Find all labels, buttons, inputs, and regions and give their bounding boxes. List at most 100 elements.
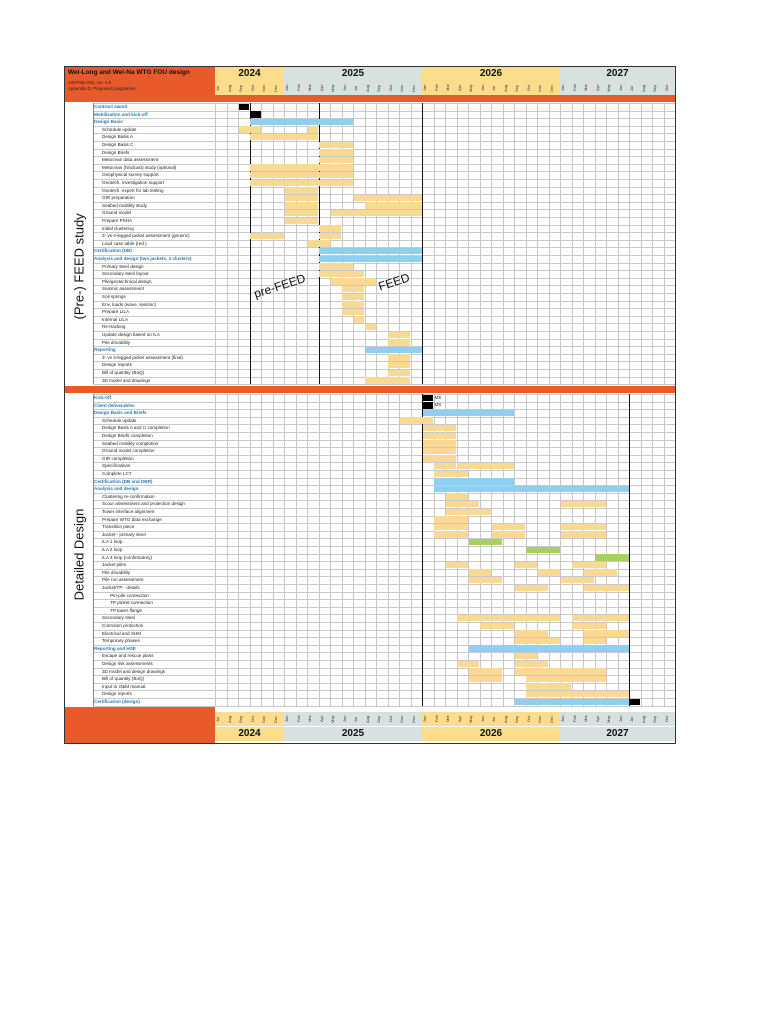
grid-line-h [93, 346, 675, 348]
task-label: Ground model [102, 210, 132, 216]
grid-line-h [93, 353, 675, 355]
task-label: Clustering re-confirmation [102, 493, 155, 499]
task-label: Tower interface alignment [102, 509, 155, 514]
year-label: 2024 [215, 727, 284, 741]
task-label: Pile/geotechnical design [102, 278, 152, 284]
gantt-bar [422, 432, 456, 439]
month-label: Oct [663, 715, 669, 723]
month-label: May [606, 84, 611, 92]
grid-line-h [93, 239, 675, 241]
gantt-bar [445, 561, 468, 569]
gantt-bar [583, 569, 617, 576]
gantt-bar [526, 675, 606, 683]
grid-line-v [514, 394, 515, 706]
grid-line-v [433, 394, 435, 706]
task-label: Certification (DB and DBR) [94, 478, 153, 484]
grid-line-h [93, 255, 675, 256]
gantt-bar [480, 622, 514, 629]
month-label: Jun [341, 715, 347, 723]
month-label: May [468, 715, 473, 723]
gantt-bar [468, 645, 629, 652]
task-label: GIR completion [102, 455, 134, 461]
month-label: Jan [560, 84, 565, 92]
gantt-bar [284, 210, 318, 217]
month-label: Sep [238, 715, 243, 723]
task-label: Design Basis [94, 119, 123, 125]
month-label: May [606, 715, 611, 723]
task-label: 3- vs 4-legged jacket assessment (generi… [102, 233, 190, 239]
year-label: 2027 [560, 727, 675, 741]
gantt-bar [365, 324, 376, 331]
task-label: Pile run assessment [102, 577, 144, 583]
grid-line-h [93, 485, 675, 487]
grid-line-v [491, 103, 492, 385]
gantt-bar [353, 316, 364, 323]
year-band [215, 712, 284, 726]
grid-line-h [93, 224, 675, 226]
gantt-bar [330, 210, 422, 217]
task-label: Reporting and HSE [94, 645, 136, 651]
gantt-bar [468, 539, 502, 546]
grid-line-v [594, 394, 596, 706]
project-title: Wei-Long and Wei-Na WTG FOU design [68, 69, 190, 76]
grid-line-h [93, 163, 675, 165]
gantt-bar [365, 346, 422, 354]
month-label: Oct [249, 84, 255, 92]
month-label: Oct [387, 715, 393, 723]
grid-line-h [93, 462, 675, 464]
month-label: Sep [514, 715, 519, 723]
gantt-bar [250, 164, 353, 171]
grid-line-h [93, 523, 675, 525]
grid-line-h [93, 308, 675, 310]
year-label: 2026 [422, 67, 560, 81]
appendix-label: Appendix D, Proposed programme [68, 86, 136, 91]
month-label: Jun [617, 715, 623, 723]
month-label: Aug [640, 715, 646, 723]
task-label: Input to O&M manual [102, 683, 146, 689]
grid-line-h [93, 447, 675, 449]
task-label: Analysis and design (two jackets, 3 clus… [94, 256, 192, 261]
task-label: Seismic assessment [102, 286, 144, 292]
grid-line-v [410, 394, 412, 706]
grid-line-h [93, 201, 675, 203]
grid-line-h [93, 546, 675, 547]
task-label: Prepare WTG data exchange [102, 516, 162, 522]
gantt-bar [399, 417, 433, 424]
gantt-bar [319, 270, 364, 278]
gantt-bar [388, 362, 410, 369]
month-label: May [330, 84, 335, 92]
header-orange-band [65, 67, 215, 95]
gantt-bar [388, 369, 410, 376]
task-label: Secondary steel layout [102, 271, 149, 277]
gantt-bar [445, 508, 491, 515]
month-label: Mar [307, 84, 312, 92]
task-label: Prepare PSHA [102, 218, 133, 223]
gantt-bar [284, 187, 318, 194]
grid-line-v [261, 394, 262, 706]
grid-line-v [330, 394, 331, 706]
grid-line-h [93, 500, 675, 502]
task-label: Corrosion protection [102, 623, 144, 628]
gantt-bar [560, 523, 606, 531]
gantt-bar [514, 653, 537, 660]
gantt-bar [284, 202, 318, 209]
year-band [284, 712, 422, 726]
task-label: Reporting [94, 347, 116, 353]
grid-line-v [399, 103, 400, 385]
gantt-bar [319, 263, 353, 270]
gantt-bar [330, 278, 376, 285]
task-label: 3- vs 4-legged jacket assessment (final) [102, 354, 183, 360]
task-label: Geotech. expert for lab testing [102, 187, 164, 193]
grid-line-v [617, 103, 619, 385]
gantt-bar [491, 531, 525, 538]
grid-line-h [93, 432, 675, 433]
gantt-bar [514, 637, 560, 645]
grid-line-h [93, 637, 675, 639]
gantt-bar [572, 561, 606, 569]
gantt-bar [250, 179, 353, 186]
gantt-sheet: Wei-Long and Wei-Na WTG FOU design A2578… [64, 66, 676, 744]
task-label: Ground model completion [102, 448, 155, 454]
grid-line-h [93, 401, 675, 403]
gantt-bar [514, 584, 548, 591]
gantt-bar [388, 354, 410, 361]
